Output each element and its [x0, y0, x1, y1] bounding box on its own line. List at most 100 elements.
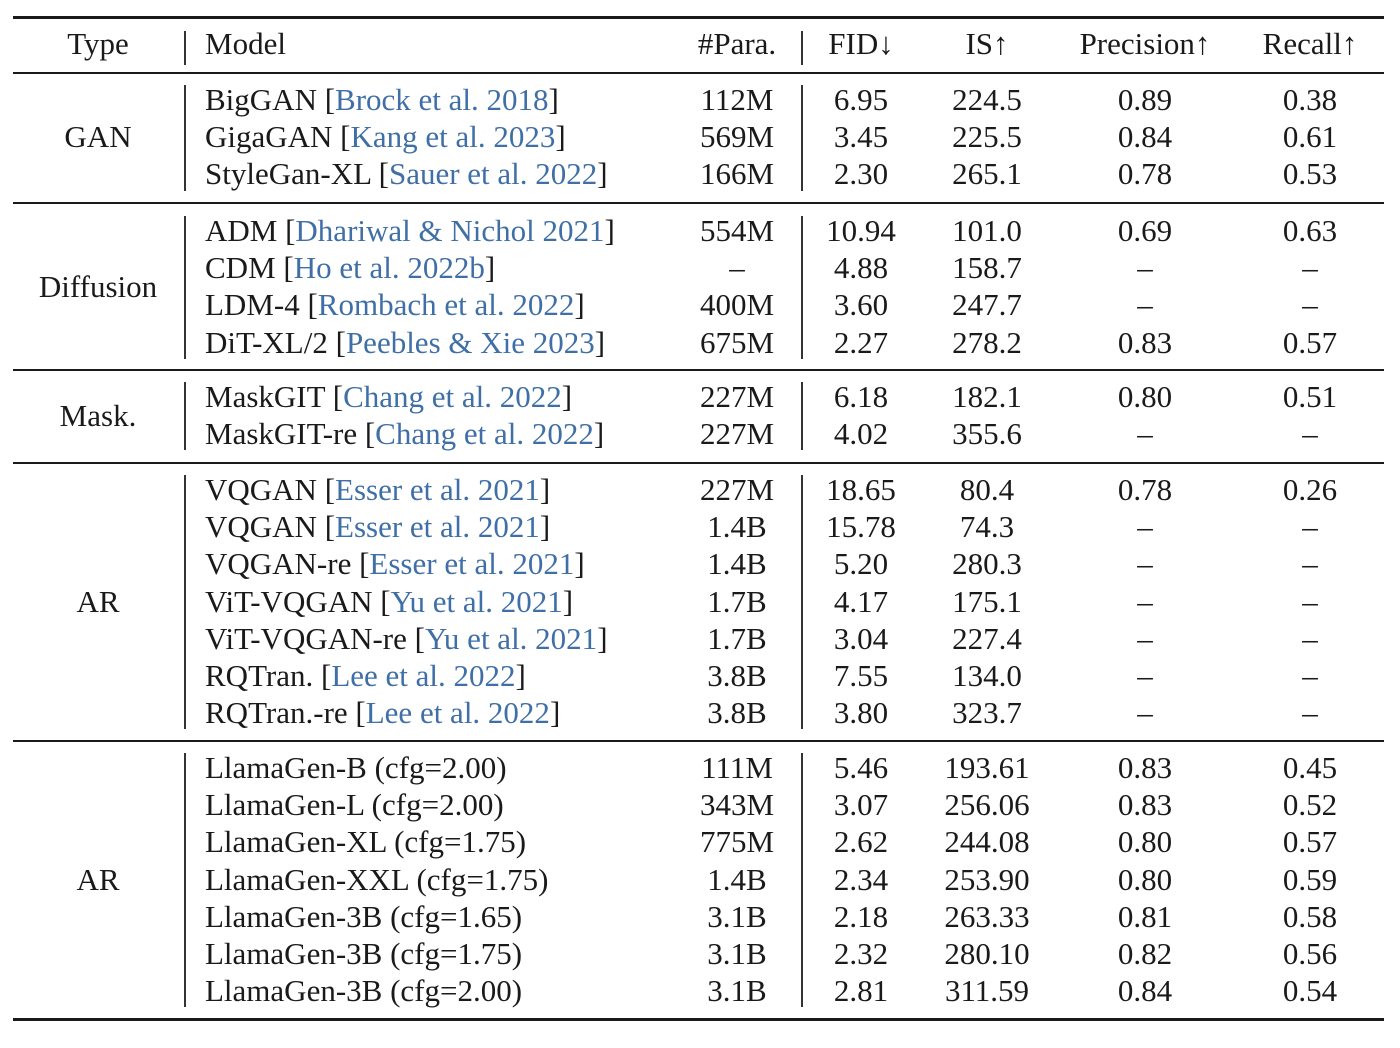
- cell-params: 554M: [699, 213, 775, 248]
- cell-fid: 7.55: [833, 658, 889, 693]
- citation-link[interactable]: Chang et al. 2022: [375, 416, 594, 452]
- cell-recall: 0.54: [1282, 973, 1338, 1009]
- cell-precision: –: [1137, 695, 1153, 731]
- group-type-label: Mask.: [59, 397, 137, 433]
- citation-link[interactable]: Yu et al. 2021: [424, 620, 598, 656]
- group-rule: [13, 202, 1384, 204]
- model-name: StyleGan-XL [Sauer et al. 2022]: [205, 156, 608, 192]
- cell-params: 1.4B: [707, 861, 767, 897]
- cell-is: 175.1: [952, 583, 1022, 619]
- cell-precision: 0.69: [1117, 213, 1173, 248]
- cell-is: 256.06: [944, 787, 1030, 823]
- model-label: ViT-VQGAN: [205, 583, 373, 619]
- cell-is: 244.08: [944, 824, 1030, 860]
- cell-precision: 0.89: [1117, 82, 1173, 117]
- citation-link[interactable]: Sauer et al. 2022: [388, 156, 598, 192]
- cell-params: 3.1B: [707, 898, 767, 934]
- group-divider: [801, 382, 803, 451]
- cell-fid: 2.32: [833, 936, 889, 971]
- model-label: LlamaGen-XXL (cfg=1.75): [205, 861, 549, 897]
- cell-is: 134.0: [952, 658, 1022, 693]
- model-label: DiT-XL/2: [205, 324, 328, 360]
- group-rule: [13, 369, 1384, 371]
- group-type-label: GAN: [64, 119, 132, 155]
- citation-link[interactable]: Esser et al. 2021: [335, 509, 540, 545]
- model-label: RQTran.: [205, 658, 314, 693]
- model-name: LlamaGen-L (cfg=2.00): [205, 786, 504, 823]
- model-name: LlamaGen-B (cfg=2.00): [205, 749, 507, 786]
- group-divider: [801, 85, 803, 191]
- cell-params: –: [729, 250, 745, 286]
- cell-fid: 2.18: [833, 898, 889, 934]
- group-divider: [801, 216, 803, 359]
- citation-link[interactable]: Yu et al. 2021: [390, 583, 563, 619]
- cell-is: 101.0: [952, 213, 1022, 248]
- cell-recall: –: [1302, 620, 1318, 656]
- cell-precision: –: [1137, 287, 1153, 323]
- cell-recall: –: [1302, 509, 1318, 545]
- cell-is: 182.1: [952, 379, 1022, 414]
- cell-precision: 0.81: [1117, 898, 1173, 934]
- cell-precision: 0.84: [1117, 119, 1173, 155]
- cell-fid: 2.30: [833, 156, 889, 192]
- model-label: LlamaGen-3B (cfg=2.00): [205, 973, 523, 1009]
- cell-recall: 0.45: [1282, 750, 1338, 785]
- cell-params: 227M: [699, 379, 775, 414]
- cell-params: 1.7B: [707, 620, 767, 656]
- cell-precision: –: [1137, 546, 1153, 582]
- cell-fid: 18.65: [826, 472, 896, 507]
- model-name: LlamaGen-3B (cfg=2.00): [205, 972, 522, 1009]
- citation-link[interactable]: Dhariwal & Nichol 2021: [295, 213, 605, 248]
- citation-link[interactable]: Brock et al. 2018: [335, 82, 549, 117]
- citation-link[interactable]: Kang et al. 2023: [350, 119, 556, 155]
- cell-recall: 0.52: [1282, 787, 1338, 823]
- group-divider: [184, 475, 186, 730]
- cell-precision: –: [1137, 583, 1153, 619]
- cell-precision: 0.80: [1117, 379, 1173, 414]
- citation-link[interactable]: Lee et al. 2022: [331, 658, 516, 693]
- cell-recall: –: [1302, 658, 1318, 693]
- cell-fid: 15.78: [826, 509, 896, 545]
- model-name: LlamaGen-3B (cfg=1.65): [205, 898, 522, 935]
- cell-precision: 0.78: [1117, 472, 1173, 507]
- cell-recall: –: [1302, 583, 1318, 619]
- model-label: LlamaGen-3B (cfg=1.65): [205, 898, 523, 934]
- citation-link[interactable]: Lee et al. 2022: [365, 695, 550, 731]
- citation-link[interactable]: Esser et al. 2021: [369, 546, 575, 582]
- model-name: LlamaGen-XXL (cfg=1.75): [205, 861, 548, 898]
- citation-link[interactable]: Chang et al. 2022: [343, 379, 562, 414]
- cell-params: 166M: [699, 156, 775, 192]
- cell-recall: –: [1302, 546, 1318, 582]
- cell-precision: –: [1137, 250, 1153, 286]
- cell-is: 225.5: [952, 119, 1022, 155]
- cell-fid: 4.02: [833, 416, 889, 452]
- header-params: #Para.: [697, 26, 777, 61]
- cell-is: 311.59: [944, 973, 1030, 1009]
- cell-params: 400M: [699, 287, 775, 323]
- model-label: VQGAN-re: [205, 546, 352, 582]
- header-is: IS↑: [965, 26, 1009, 61]
- model-name: ViT-VQGAN [Yu et al. 2021]: [205, 583, 574, 619]
- model-label: LlamaGen-B (cfg=2.00): [205, 750, 507, 785]
- cell-precision: –: [1137, 416, 1153, 452]
- cell-fid: 5.20: [833, 546, 889, 582]
- citation-link[interactable]: Ho et al. 2022b: [293, 250, 485, 286]
- cell-is: 323.7: [952, 695, 1022, 731]
- citation-link[interactable]: Esser et al. 2021: [335, 472, 540, 507]
- model-name: VQGAN [Esser et al. 2021]: [205, 472, 551, 507]
- cell-fid: 3.04: [833, 620, 889, 656]
- cell-recall: 0.26: [1282, 472, 1338, 507]
- group-divider: [801, 475, 803, 730]
- cell-params: 3.8B: [707, 658, 767, 693]
- model-name: VQGAN-re [Esser et al. 2021]: [205, 546, 585, 582]
- citation-link[interactable]: Peebles & Xie 2023: [345, 324, 595, 360]
- group-divider: [801, 753, 803, 1008]
- model-name: RQTran. [Lee et al. 2022]: [205, 658, 526, 693]
- cell-recall: 0.61: [1282, 119, 1338, 155]
- cell-precision: 0.82: [1117, 936, 1173, 971]
- citation-link[interactable]: Rombach et al. 2022: [317, 287, 575, 323]
- cell-recall: 0.58: [1282, 898, 1338, 934]
- cell-fid: 3.45: [833, 119, 889, 155]
- cell-is: 280.3: [952, 546, 1022, 582]
- model-label: LlamaGen-XL (cfg=1.75): [205, 824, 527, 860]
